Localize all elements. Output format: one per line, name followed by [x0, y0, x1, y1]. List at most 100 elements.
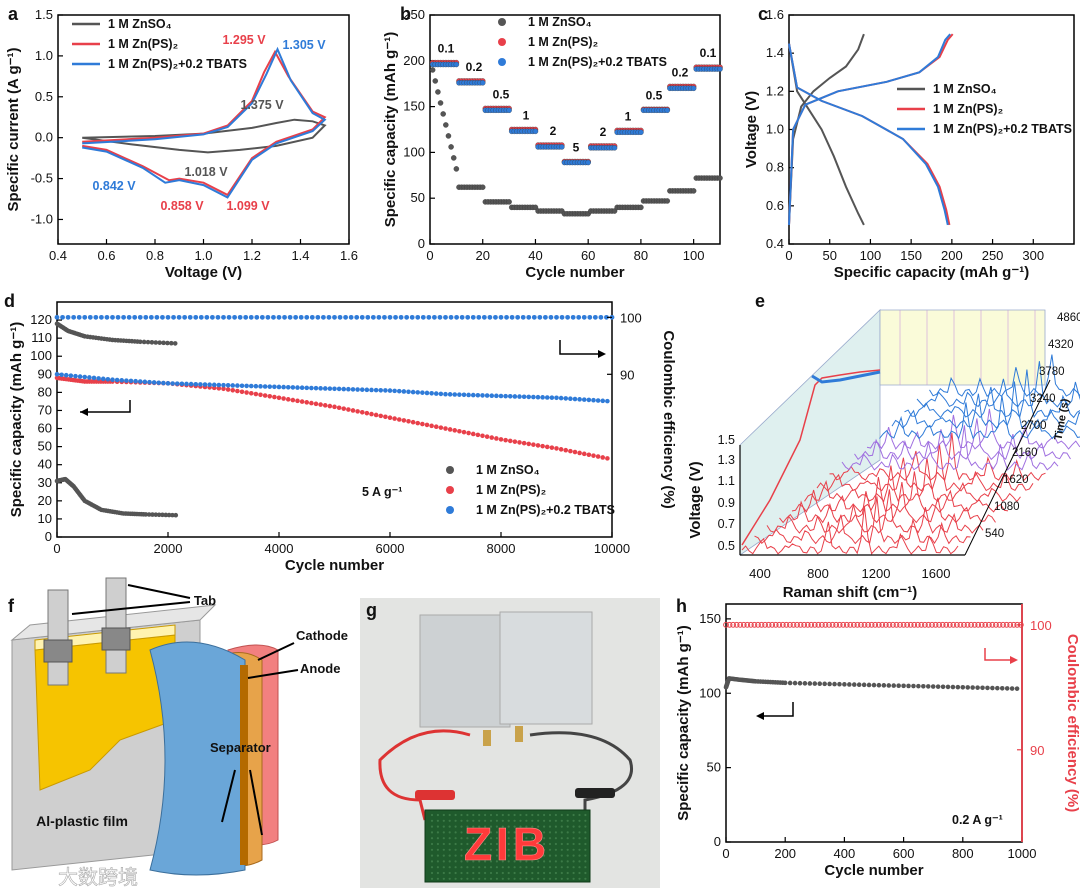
x-tick-label: 0.8 [146, 248, 164, 263]
rate-point [479, 80, 486, 86]
capacity-point [842, 682, 847, 687]
led-dot [489, 819, 493, 822]
cycle-point [327, 386, 333, 391]
led-dot [436, 813, 439, 817]
ce-point [348, 314, 354, 320]
cycle-point [163, 512, 169, 518]
x-axis-label: Cycle number [824, 862, 923, 879]
ce-point [829, 621, 836, 628]
x-tick-label: 60 [581, 248, 595, 263]
ce-point [570, 314, 576, 320]
cycle-point [489, 435, 495, 440]
led-dot [537, 831, 540, 834]
led-dot [495, 860, 498, 863]
cycle-point [258, 392, 263, 398]
ce-point [370, 314, 376, 320]
led-dot [430, 866, 434, 869]
ce-point [87, 314, 93, 320]
ce-point [604, 314, 609, 320]
ce-point [210, 314, 215, 320]
ce-point [971, 621, 978, 628]
ce-point [470, 314, 476, 320]
cycle-point [494, 436, 499, 441]
ce-point [282, 314, 287, 320]
ce-point [1003, 621, 1010, 628]
cycle-point [160, 512, 165, 518]
cycle-point [248, 383, 254, 389]
led-dot [460, 871, 463, 875]
led-dot [525, 848, 528, 851]
x-tick-label: 400 [749, 566, 771, 581]
cycle-point [563, 447, 569, 453]
cycle-point [184, 381, 189, 387]
cycle-point [595, 454, 601, 459]
cycle-point [429, 390, 434, 396]
cycle-point [244, 383, 249, 389]
capacity-point [851, 682, 857, 687]
cycle-point [341, 406, 347, 411]
cycle-point [299, 399, 305, 404]
capacity-point [792, 680, 798, 686]
cycle-point [572, 396, 578, 402]
rate-point [532, 128, 539, 135]
cycle-point [216, 382, 222, 388]
led-dot [513, 819, 516, 822]
y-tick-label: 250 [403, 7, 425, 22]
ce-point [790, 621, 797, 628]
legend-entry: 1 M Zn(PS)₂+0.2 TBATS [476, 503, 615, 517]
led-dot [495, 871, 498, 875]
x-tick-label: 6000 [376, 541, 405, 556]
x-tick-label: 50 [822, 248, 836, 263]
led-dot [466, 860, 469, 863]
ce-point [996, 621, 1003, 628]
ce-point [382, 314, 387, 320]
ce-point [836, 621, 843, 628]
led-dot [519, 860, 522, 863]
led-dot [484, 831, 487, 834]
cycle-point [230, 383, 236, 388]
cycle-point [415, 390, 421, 395]
led-dot [430, 837, 434, 840]
black-clip [575, 788, 615, 798]
cycle-point [392, 388, 397, 394]
ce-point [865, 621, 871, 628]
cycle-point [544, 444, 550, 450]
led-dot [484, 877, 487, 880]
led-dot [472, 848, 475, 851]
legend-entry: 1 M ZnSO₄ [476, 463, 540, 477]
cycle-point [383, 388, 388, 393]
cycle-point [91, 375, 97, 381]
led-dot [495, 866, 498, 869]
cycle-point [170, 512, 175, 518]
y-tick-label: 50 [38, 439, 52, 454]
capacity-point [827, 681, 832, 687]
ce-point [537, 314, 543, 320]
cycle-point [494, 393, 499, 399]
led-dot [442, 837, 445, 840]
led-dot [554, 871, 558, 875]
legend-entry: 1 M Zn(PS)₂ [933, 102, 1003, 116]
led-dot [537, 877, 540, 880]
led-dot [525, 837, 528, 840]
ce-point [487, 314, 493, 320]
capacity-point [802, 681, 808, 686]
cycle-point [424, 390, 430, 396]
ce-point [922, 621, 928, 628]
raman-spectrum [904, 369, 1080, 419]
led-dot [578, 831, 581, 834]
ce-point [733, 621, 740, 628]
capacity-point [856, 682, 862, 687]
ce-point [543, 314, 548, 320]
ce-point [961, 621, 967, 628]
cycle-point [295, 398, 300, 404]
ce-point [243, 314, 249, 320]
x-tick-label: 1600 [922, 566, 951, 581]
led-dot [507, 842, 510, 846]
led-dot [430, 825, 434, 828]
ce-point [82, 314, 88, 320]
led-dot [484, 825, 487, 828]
ce-point [872, 621, 879, 628]
led-dot [537, 837, 540, 840]
cycle-point [461, 392, 467, 398]
x-tick-label: 300 [1022, 248, 1044, 263]
